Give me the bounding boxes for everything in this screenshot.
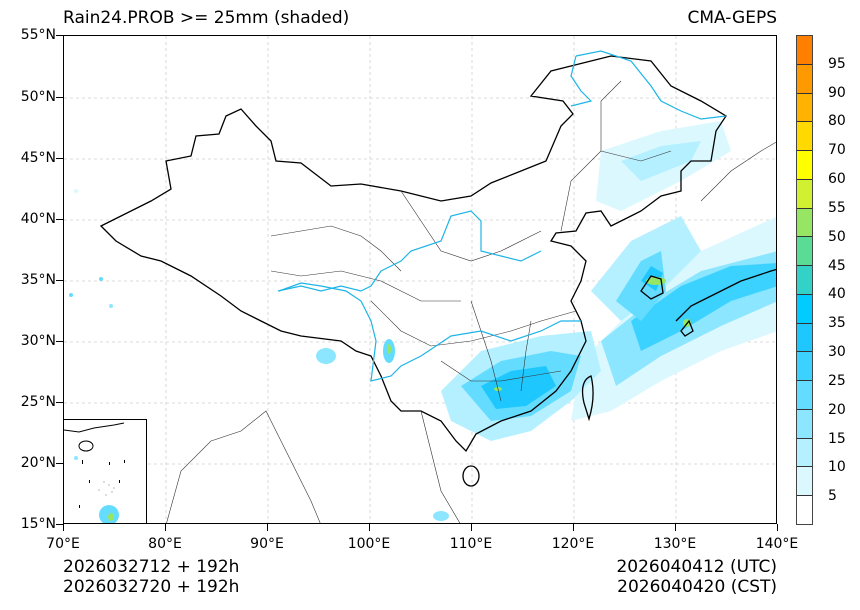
y-tick	[56, 219, 63, 221]
init-time-utc: 2026032712 + 192h	[63, 557, 240, 577]
colorbar-label: 55	[828, 199, 846, 216]
x-tick	[573, 524, 575, 531]
colorbar-segment	[797, 122, 812, 152]
colorbar-segment	[797, 467, 812, 497]
x-tick	[165, 524, 167, 531]
init-time: 2026032712 + 192h 2026032720 + 192h	[63, 557, 239, 597]
y-tick-label: 40°N	[20, 211, 56, 227]
y-tick	[56, 280, 63, 282]
rivers	[277, 50, 727, 382]
colorbar-label: 80	[828, 113, 846, 130]
init-time-cst: 2026032720 + 192h	[63, 577, 240, 597]
colorbar-label: 45	[828, 257, 846, 274]
y-tick-label: 35°N	[20, 272, 56, 288]
colorbar-segment	[797, 266, 812, 295]
colorbar-label: 40	[828, 286, 846, 303]
colorbar-label: 70	[828, 142, 846, 159]
y-tick	[56, 402, 63, 404]
x-tick	[267, 524, 269, 531]
chart-title: Rain24.PROB >= 25mm (shaded)	[63, 8, 350, 28]
colorbar-segment	[797, 36, 812, 65]
colorbar-segment	[797, 64, 812, 94]
y-tick	[56, 158, 63, 160]
y-tick-label: 15°N	[20, 516, 56, 532]
x-tick-label: 70°E	[46, 536, 80, 552]
colorbar-segment	[797, 438, 812, 468]
colorbar-segment	[797, 151, 812, 180]
y-tick-label: 20°N	[20, 455, 56, 471]
colorbar-segment	[797, 208, 812, 238]
colorbar-label: 15	[828, 430, 846, 447]
colorbar-segment	[797, 323, 812, 353]
x-tick	[369, 524, 371, 531]
colorbar-label: 20	[828, 401, 846, 418]
y-tick	[56, 35, 63, 37]
y-tick-label: 30°N	[20, 333, 56, 349]
colorbar-segment	[797, 352, 812, 382]
colorbar-label: 5	[828, 488, 837, 505]
map-canvas	[64, 36, 776, 523]
map-panel	[63, 35, 777, 524]
province-borders	[166, 80, 776, 523]
south-china-sea-inset	[63, 419, 147, 524]
colorbar-segment	[797, 237, 812, 267]
y-tick	[56, 524, 63, 526]
x-tick	[675, 524, 677, 531]
x-tick-label: 120°E	[551, 536, 595, 552]
valid-time-utc: 2026040412 (UTC)	[616, 557, 777, 577]
colorbar-label: 90	[828, 84, 846, 101]
colorbar-label: 30	[828, 344, 846, 361]
probability-shading	[69, 121, 776, 521]
colorbar-label: 50	[828, 228, 846, 245]
valid-time-cst: 2026040420 (CST)	[617, 577, 777, 597]
model-name: CMA-GEPS	[687, 8, 777, 28]
x-tick	[777, 524, 779, 531]
colorbar-label: 35	[828, 315, 846, 332]
y-tick-label: 25°N	[20, 394, 56, 410]
colorbar-segment	[797, 381, 812, 410]
x-tick-label: 90°E	[250, 536, 284, 552]
valid-time: 2026040412 (UTC) 2026040420 (CST)	[616, 557, 777, 597]
x-tick	[471, 524, 473, 531]
inset-map	[64, 422, 125, 523]
colorbar-label: 25	[828, 372, 846, 389]
colorbar-label: 95	[828, 55, 846, 72]
colorbar-label: 60	[828, 171, 846, 188]
x-tick-label: 140°E	[755, 536, 799, 552]
y-tick-label: 45°N	[20, 150, 56, 166]
colorbar-segment	[797, 409, 812, 439]
colorbar-segment	[797, 496, 812, 525]
national-borders	[99, 55, 776, 487]
colorbar	[796, 35, 813, 525]
x-tick	[63, 524, 65, 531]
colorbar-segment	[797, 294, 812, 324]
y-tick	[56, 341, 63, 343]
colorbar-label: 10	[828, 459, 846, 476]
x-tick-label: 130°E	[653, 536, 697, 552]
y-tick	[56, 97, 63, 99]
colorbar-segment	[797, 93, 812, 123]
y-tick-label: 55°N	[20, 27, 56, 43]
y-tick-label: 50°N	[20, 89, 56, 105]
x-tick-label: 100°E	[347, 536, 391, 552]
y-tick	[56, 463, 63, 465]
x-tick-label: 110°E	[449, 536, 493, 552]
x-tick-label: 80°E	[148, 536, 182, 552]
colorbar-segment	[797, 179, 812, 209]
